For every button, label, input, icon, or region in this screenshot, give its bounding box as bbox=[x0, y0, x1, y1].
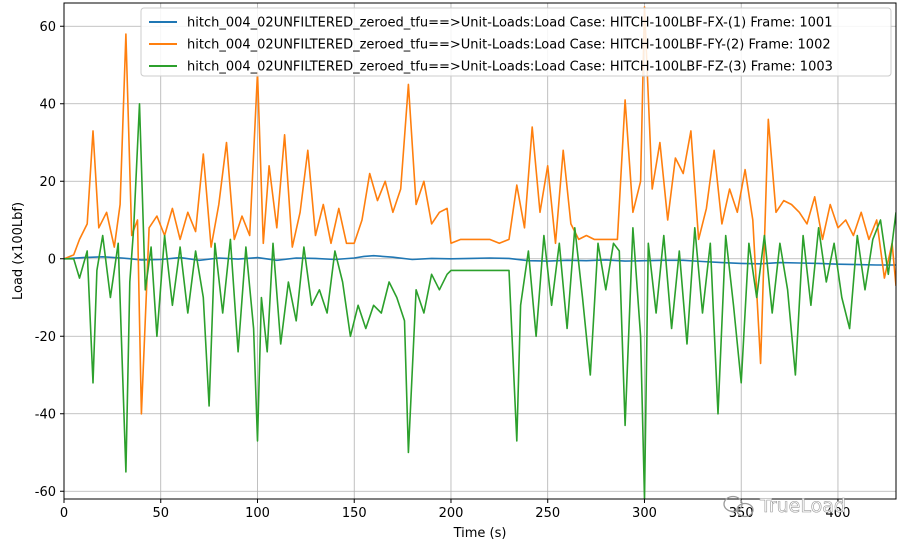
y-tick-label: 20 bbox=[39, 175, 56, 190]
y-tick-label: 60 bbox=[39, 20, 56, 35]
wechat-logo-icon bbox=[723, 495, 754, 518]
x-tick-label: 150 bbox=[342, 506, 367, 521]
legend-box bbox=[140, 7, 892, 77]
legend-entry-2: hitch_004_02UNFILTERED_zeroed_tfu==>Unit… bbox=[187, 38, 831, 53]
y-tick-label: -20 bbox=[35, 330, 56, 345]
y-tick-label: -60 bbox=[35, 485, 56, 500]
y-tick-label: -40 bbox=[35, 407, 56, 422]
legend-entry-3: hitch_004_02UNFILTERED_zeroed_tfu==>Unit… bbox=[187, 60, 833, 75]
x-tick-label: 100 bbox=[245, 506, 270, 521]
series-line-3 bbox=[64, 103, 896, 499]
watermark: TrueLoad bbox=[723, 495, 846, 518]
x-tick-label: 200 bbox=[439, 506, 464, 521]
x-tick-label: 400 bbox=[826, 506, 851, 521]
series-line-1 bbox=[64, 254, 896, 266]
plot-frame bbox=[63, 2, 897, 500]
x-tick-label: 0 bbox=[60, 506, 68, 521]
x-tick-label: 350 bbox=[729, 506, 754, 521]
x-tick-label: 250 bbox=[535, 506, 560, 521]
x-axis-label: Time (s) bbox=[453, 526, 507, 541]
series-line-2 bbox=[64, 6, 896, 415]
y-tick-label: 40 bbox=[39, 97, 56, 112]
x-tick-label: 300 bbox=[632, 506, 657, 521]
legend: hitch_004_02UNFILTERED_zeroed_tfu==>Unit… bbox=[140, 7, 892, 77]
legend-entry-1: hitch_004_02UNFILTERED_zeroed_tfu==>Unit… bbox=[187, 16, 832, 31]
watermark-text: TrueLoad bbox=[759, 495, 846, 517]
y-tick-label: 0 bbox=[48, 252, 56, 267]
axis-ticks: 0 50 100 150 200 250 300 350 400 -60 -40 -20 0 20 40 60 bbox=[35, 20, 851, 521]
x-tick-label: 50 bbox=[152, 506, 169, 521]
plot-series bbox=[64, 6, 896, 499]
y-axis-label: Load (x100Lbf) bbox=[11, 202, 26, 300]
